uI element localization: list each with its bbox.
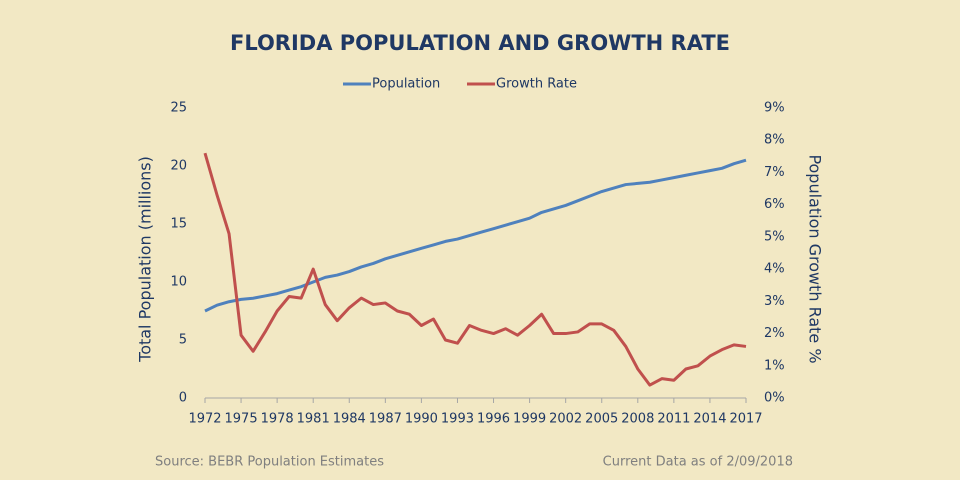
legend-label: Growth Rate	[496, 77, 577, 92]
series-line	[204, 158, 747, 313]
x-tick-label: 1987	[369, 412, 402, 427]
y2-tick-label: 0%	[764, 391, 785, 406]
x-tick-label: 1993	[441, 412, 474, 427]
y-tick-label: 25	[170, 101, 187, 116]
y2-tick-label: 9%	[764, 101, 785, 116]
y2-tick-label: 8%	[764, 133, 785, 148]
x-tick-label: 2014	[693, 412, 726, 427]
y-tick-label: 20	[170, 159, 187, 174]
legend-label: Population	[372, 77, 440, 92]
date-note: Current Data as of 2/09/2018	[603, 455, 793, 470]
y-tick-label: 15	[170, 217, 187, 232]
y2-tick-label: 6%	[764, 197, 785, 212]
y2-tick-label: 5%	[764, 229, 785, 244]
chart-title: FLORIDA POPULATION AND GROWTH RATE	[230, 31, 730, 55]
source-note: Source: BEBR Population Estimates	[155, 455, 384, 470]
x-tick-label: 1981	[297, 412, 330, 427]
y2-tick-label: 1%	[764, 358, 785, 373]
y-tick-label: 10	[170, 275, 187, 290]
x-tick-label: 1975	[225, 412, 258, 427]
series-line	[203, 152, 747, 387]
x-tick-label: 2002	[549, 412, 582, 427]
y2-tick-label: 4%	[764, 262, 785, 277]
x-tick-label: 1990	[405, 412, 438, 427]
y2-axis-label: Population Growth Rate %	[806, 154, 825, 363]
y2-tick-label: 2%	[764, 326, 785, 341]
x-tick-label: 2005	[585, 412, 618, 427]
y-axis-label: Total Population (millions)	[136, 156, 155, 363]
x-tick-label: 2008	[621, 412, 654, 427]
y-tick-label: 0	[179, 391, 187, 406]
x-tick-label: 1999	[513, 412, 546, 427]
x-tick-label: 1978	[261, 412, 294, 427]
x-tick-label: 1972	[188, 412, 221, 427]
y2-tick-label: 7%	[764, 165, 785, 180]
x-tick-label: 2017	[729, 412, 762, 427]
x-tick-label: 2011	[657, 412, 690, 427]
y2-tick-label: 3%	[764, 294, 785, 309]
x-tick-label: 1996	[477, 412, 510, 427]
y-tick-label: 5	[179, 333, 187, 348]
x-tick-label: 1984	[333, 412, 366, 427]
